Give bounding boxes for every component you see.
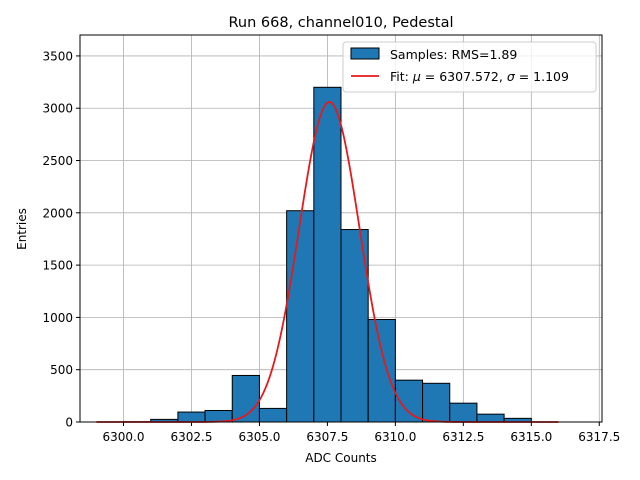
y-tick-label: 1000 — [42, 311, 73, 325]
y-tick-label: 500 — [50, 363, 73, 377]
y-tick-label: 2000 — [42, 206, 73, 220]
x-tick-label: 6307.5 — [306, 430, 348, 444]
histogram-bar — [367, 318, 396, 423]
y-axis-label: Entries — [15, 208, 29, 250]
histogram-bar — [258, 407, 288, 423]
x-tick-label: 6302.5 — [170, 430, 212, 444]
legend-fit-mu-symbol: μ — [412, 69, 421, 84]
legend-fit-label: Fit: μ = 6307.572, σ = 1.109 — [390, 69, 569, 84]
x-tick-label: 6317.5 — [578, 430, 620, 444]
y-tick-label: 0 — [65, 416, 73, 430]
y-tick-label: 3000 — [42, 102, 73, 116]
histogram-bar — [313, 86, 342, 423]
x-tick-label: 6300.0 — [103, 430, 145, 444]
legend-samples-label: Samples: RMS=1.89 — [390, 47, 517, 62]
x-tick-label: 6305.0 — [238, 430, 280, 444]
x-tick-label: 6315.0 — [510, 430, 552, 444]
y-tick-label: 3500 — [42, 49, 73, 63]
x-tick-label: 6310.0 — [374, 430, 416, 444]
x-tick-label: 6312.5 — [442, 430, 484, 444]
histogram-bar — [476, 413, 505, 423]
y-tick-label: 2500 — [42, 154, 73, 168]
histogram-bar — [177, 411, 206, 423]
histogram-bar — [340, 229, 369, 423]
plot-frame — [79, 34, 603, 423]
legend-fit-sigma-symbol: σ — [507, 69, 516, 84]
legend-fit-mu-value: = 6307.572, — [421, 69, 507, 84]
y-tick-label: 1500 — [42, 259, 73, 273]
legend: Samples: RMS=1.89 Fit: μ = 6307.572, σ =… — [342, 41, 597, 93]
legend-fit-sigma-value: = 1.109 — [515, 69, 569, 84]
legend-samples-swatch — [350, 47, 380, 60]
legend-box — [342, 41, 597, 93]
x-axis-ticks: 6300.0 6302.5 6305.0 6307.5 6310.0 6312.5 6315… — [103, 422, 620, 444]
histogram-bar — [449, 402, 478, 423]
legend-fit-prefix: Fit: — [390, 69, 413, 84]
y-axis-ticks: 0 500 1000 1500 2000 2500 3000 3500 — [42, 49, 80, 430]
x-axis-label: ADC Counts — [305, 451, 377, 465]
histogram-bar — [286, 210, 315, 423]
histogram-bar — [422, 382, 451, 423]
chart-title: Run 668, channel010, Pedestal — [228, 15, 453, 31]
